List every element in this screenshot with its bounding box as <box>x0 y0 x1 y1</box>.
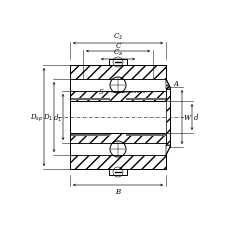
Text: D$_1$: D$_1$ <box>42 112 53 123</box>
Polygon shape <box>165 90 169 145</box>
Text: C$_2$: C$_2$ <box>112 32 123 42</box>
Polygon shape <box>165 145 169 155</box>
Polygon shape <box>70 92 165 101</box>
Text: W: W <box>183 114 191 121</box>
Polygon shape <box>70 155 165 169</box>
Polygon shape <box>109 60 126 66</box>
Text: S: S <box>99 88 104 95</box>
Polygon shape <box>165 80 169 90</box>
Polygon shape <box>109 169 126 175</box>
Text: C$_a$: C$_a$ <box>112 48 123 58</box>
Polygon shape <box>70 134 165 143</box>
Polygon shape <box>70 66 165 80</box>
Text: d: d <box>193 114 198 121</box>
Text: C: C <box>115 42 120 50</box>
Text: A: A <box>166 80 178 88</box>
Text: d$_1$: d$_1$ <box>53 112 62 123</box>
Text: B: B <box>115 187 120 195</box>
Text: D$_{sp}$: D$_{sp}$ <box>30 112 43 123</box>
